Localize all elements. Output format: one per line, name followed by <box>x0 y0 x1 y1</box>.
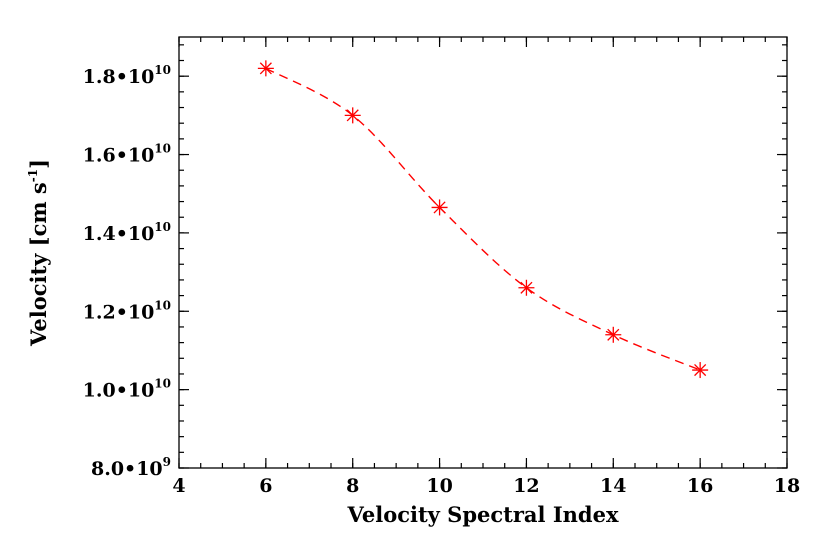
y-tick-label: 1.8•1010 <box>83 63 171 88</box>
x-tick-label: 8 <box>346 475 359 497</box>
y-axis-label-sup: -1 <box>26 169 40 182</box>
y-tick-labels: 8.0•109 1.0•1010 1.2•1010 1.4•1010 1.6•1010 1… <box>83 63 171 480</box>
data-markers <box>257 60 709 379</box>
data-point-marker <box>257 60 274 77</box>
series-line <box>265 67 701 371</box>
y-tick-label: 1.0•1010 <box>83 377 171 402</box>
x-tick-labels: 4 6 8 10 12 14 16 18 <box>172 475 800 497</box>
data-point-marker <box>692 362 709 379</box>
data-point-marker <box>431 199 448 216</box>
x-tick-label: 18 <box>774 475 800 497</box>
y-tick-label: 8.0•109 <box>91 455 171 480</box>
x-tick-label: 14 <box>600 475 626 497</box>
data-point-marker <box>344 107 361 124</box>
x-tick-label: 6 <box>259 475 272 497</box>
x-tick-label: 4 <box>172 475 185 497</box>
y-tick-label: 1.6•1010 <box>83 142 171 167</box>
y-axis-label-close: ] <box>26 159 51 169</box>
minor-ticks <box>178 37 788 469</box>
y-axis-label: Velocity [cm s-1] <box>26 159 51 347</box>
y-axis-label-main: Velocity [cm s <box>26 182 51 347</box>
x-tick-label: 16 <box>687 475 713 497</box>
x-tick-label: 10 <box>426 475 452 497</box>
y-tick-label: 1.4•1010 <box>83 220 171 245</box>
x-axis-label: Velocity Spectral Index <box>346 502 618 527</box>
x-tick-label: 12 <box>513 475 539 497</box>
y-tick-label: 1.2•1010 <box>83 298 171 323</box>
plot-frame <box>178 36 788 469</box>
data-point-marker <box>518 279 535 296</box>
major-ticks <box>178 37 788 469</box>
data-point-marker <box>605 326 622 343</box>
